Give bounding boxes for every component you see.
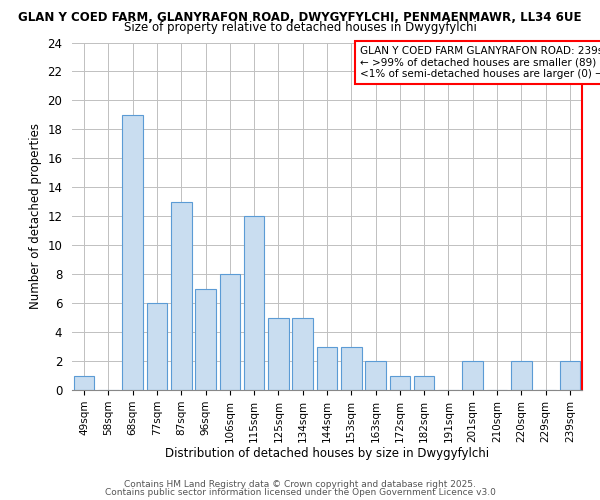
Bar	[146, 303, 167, 390]
Bar	[220, 274, 240, 390]
Bar	[365, 361, 386, 390]
Bar	[414, 376, 434, 390]
Bar	[268, 318, 289, 390]
Bar	[244, 216, 265, 390]
Bar	[74, 376, 94, 390]
Bar	[341, 346, 362, 390]
Text: GLAN Y COED FARM, GLANYRAFON ROAD, DWYGYFYLCHI, PENMAENMAWR, LL34 6UE: GLAN Y COED FARM, GLANYRAFON ROAD, DWYGY…	[18, 11, 582, 24]
Text: Contains HM Land Registry data © Crown copyright and database right 2025.: Contains HM Land Registry data © Crown c…	[124, 480, 476, 489]
Bar	[463, 361, 483, 390]
Bar	[122, 115, 143, 390]
Text: Size of property relative to detached houses in Dwygyfylchi: Size of property relative to detached ho…	[124, 21, 476, 34]
Text: Contains public sector information licensed under the Open Government Licence v3: Contains public sector information licen…	[104, 488, 496, 497]
X-axis label: Distribution of detached houses by size in Dwygyfylchi: Distribution of detached houses by size …	[165, 448, 489, 460]
Text: GLAN Y COED FARM GLANYRAFON ROAD: 239sqm
← >99% of detached houses are smaller (: GLAN Y COED FARM GLANYRAFON ROAD: 239sqm…	[360, 46, 600, 79]
Bar	[389, 376, 410, 390]
Bar	[292, 318, 313, 390]
Bar	[171, 202, 191, 390]
Bar	[511, 361, 532, 390]
Y-axis label: Number of detached properties: Number of detached properties	[29, 123, 42, 309]
Bar	[317, 346, 337, 390]
Bar	[560, 361, 580, 390]
Bar	[195, 288, 216, 390]
